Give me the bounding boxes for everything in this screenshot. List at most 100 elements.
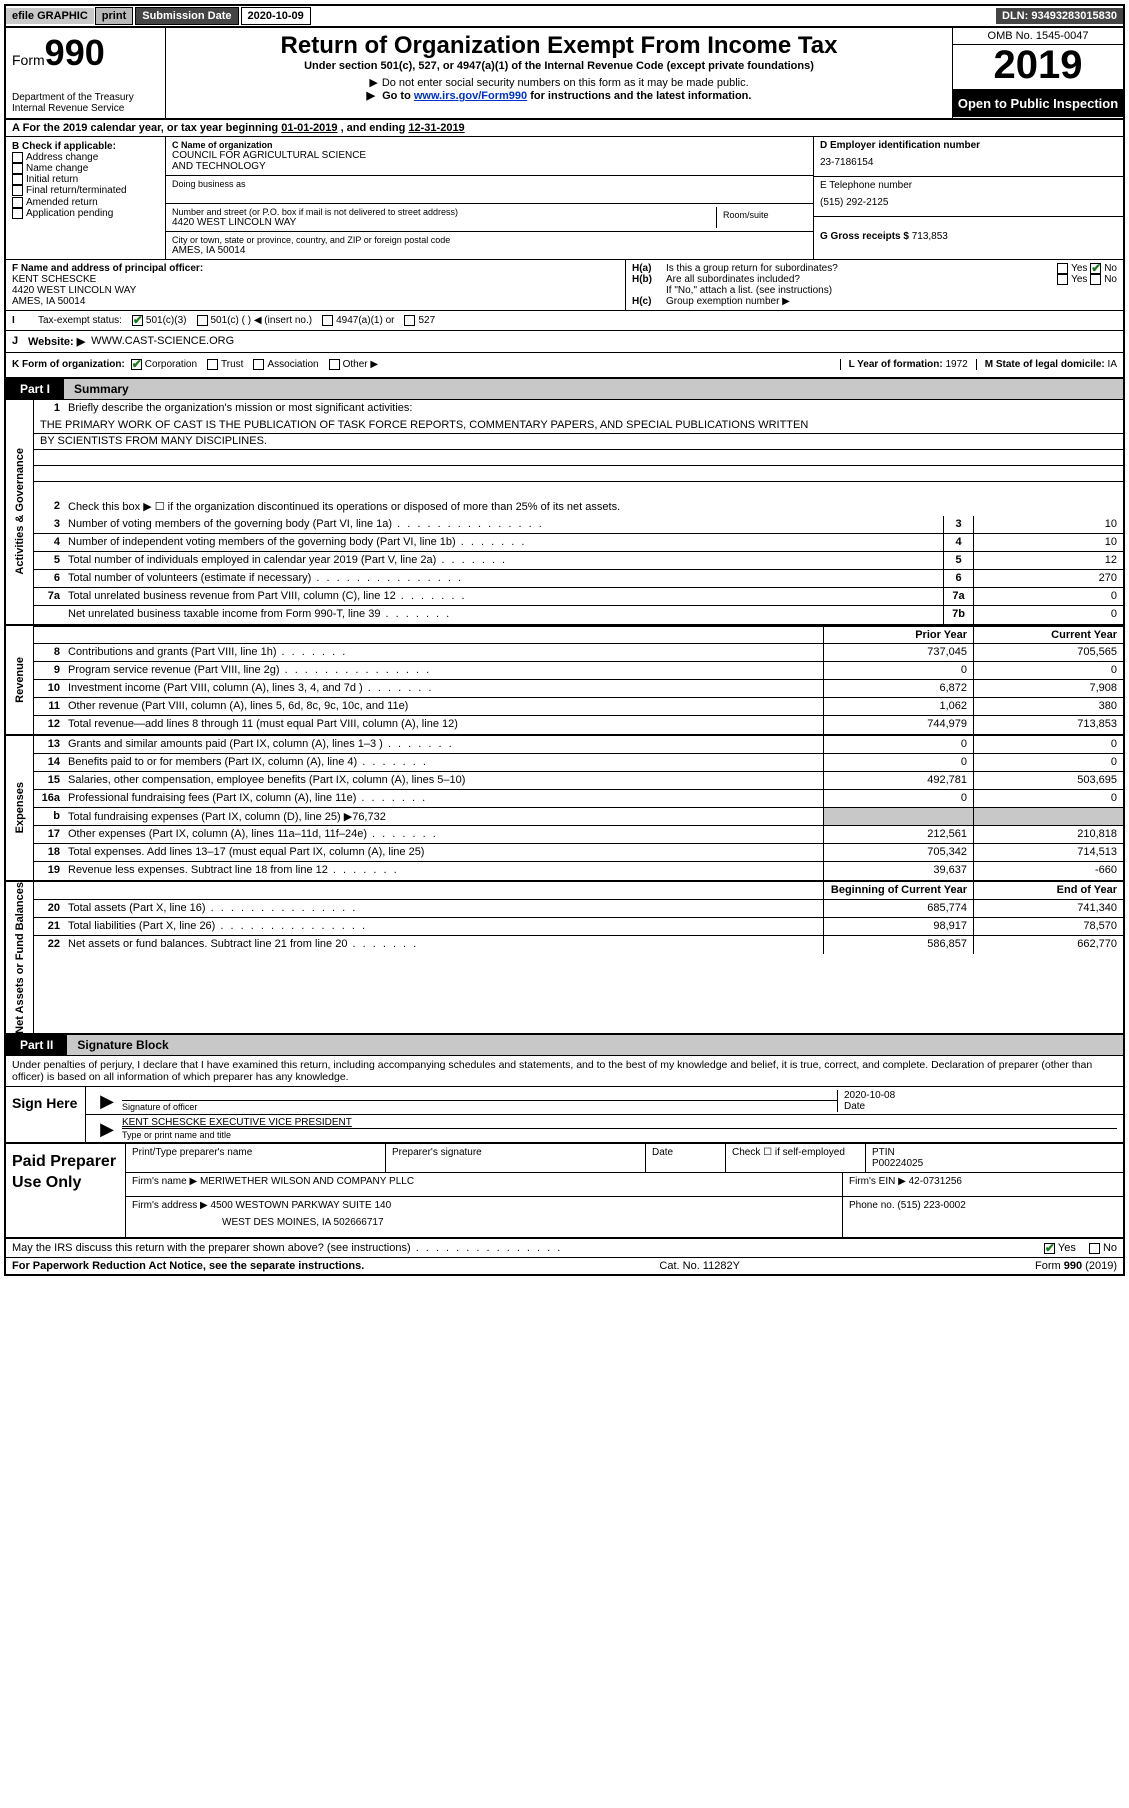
k-other[interactable]: Other ▶: [329, 359, 378, 370]
dln: DLN: 93493283015830: [996, 8, 1123, 24]
footer-mid: Cat. No. 11282Y: [659, 1260, 740, 1272]
pr1-ptin: PTIN P00224025: [866, 1144, 1123, 1172]
l-val: 1972: [945, 359, 967, 370]
r16a-num: 16a: [34, 790, 64, 807]
r2-num: 2: [34, 498, 64, 516]
ha-yes-chk[interactable]: [1057, 263, 1068, 274]
submission-date-label: Submission Date: [135, 7, 238, 25]
row-13: 13 Grants and similar amounts paid (Part…: [34, 736, 1123, 754]
r21-py: 98,917: [823, 918, 973, 935]
r2-desc: Check this box ▶ ☐ if the organization d…: [64, 498, 1123, 516]
k-opt1: Trust: [221, 360, 243, 371]
discuss-no-chk[interactable]: [1089, 1243, 1100, 1254]
c-address: Number and street (or P.O. box if mail i…: [166, 204, 813, 232]
row-8: 8 Contributions and grants (Part VIII, l…: [34, 644, 1123, 662]
r3-num: 3: [34, 516, 64, 533]
part2-title: Signature Block: [67, 1035, 1123, 1055]
chk-initial-return[interactable]: Initial return: [12, 174, 159, 185]
part1-tag: Part I: [6, 379, 64, 399]
form-number: Form990: [12, 32, 159, 74]
k-trust[interactable]: Trust: [207, 359, 243, 370]
r7a-desc: Total unrelated business revenue from Pa…: [64, 588, 943, 605]
row-5: 5 Total number of individuals employed i…: [34, 552, 1123, 570]
netassets-block: Net Assets or Fund Balances Beginning of…: [6, 882, 1123, 1036]
i-501c[interactable]: 501(c) ( ) ◀ (insert no.): [197, 315, 313, 326]
b-label: B Check if applicable:: [12, 141, 159, 152]
chk-name-change[interactable]: Name change: [12, 163, 159, 174]
i-4947[interactable]: 4947(a)(1) or: [322, 315, 394, 326]
row-11: 11 Other revenue (Part VIII, column (A),…: [34, 698, 1123, 716]
r22-py: 586,857: [823, 936, 973, 954]
vlabel-exp: Expenses: [14, 782, 26, 833]
row-16b: b Total fundraising expenses (Part IX, c…: [34, 808, 1123, 826]
dba-label: Doing business as: [172, 179, 807, 189]
chk-amended-return[interactable]: Amended return: [12, 197, 159, 208]
r20-num: 20: [34, 900, 64, 917]
ha-label: H(a): [632, 263, 666, 274]
row-18: 18 Total expenses. Add lines 13–17 (must…: [34, 844, 1123, 862]
r7b-desc: Net unrelated business taxable income fr…: [64, 606, 943, 624]
subdate-text: Submission Date: [142, 10, 231, 22]
row-12: 12 Total revenue—add lines 8 through 11 …: [34, 716, 1123, 734]
ag-content: 1 Briefly describe the organization's mi…: [34, 400, 1123, 624]
efile-label: efile GRAPHIC: [6, 8, 94, 24]
org-name-2: AND TECHNOLOGY: [172, 161, 807, 172]
i-527[interactable]: 527: [404, 315, 435, 326]
exp-content: 13 Grants and similar amounts paid (Part…: [34, 736, 1123, 880]
discuss-yes: Yes: [1058, 1242, 1076, 1254]
discuss-yes-chk[interactable]: [1044, 1243, 1055, 1254]
r13-py: 0: [823, 736, 973, 753]
r16a-desc: Professional fundraising fees (Part IX, …: [64, 790, 823, 807]
do-not-enter: Do not enter social security numbers on …: [172, 76, 946, 89]
c-dba: Doing business as: [166, 176, 813, 204]
hb-yes-chk[interactable]: [1057, 274, 1068, 285]
paid-right: Print/Type preparer's name Preparer's si…: [126, 1144, 1123, 1237]
k-corp[interactable]: Corporation: [131, 359, 197, 370]
row-15: 15 Salaries, other compensation, employe…: [34, 772, 1123, 790]
chk-address-change[interactable]: Address change: [12, 152, 159, 163]
row-10: 10 Investment income (Part VIII, column …: [34, 680, 1123, 698]
ha-no-chk[interactable]: [1090, 263, 1101, 274]
firm-label: Firm's name ▶: [132, 1176, 197, 1187]
row-6: 6 Total number of volunteers (estimate i…: [34, 570, 1123, 588]
chk-final-return[interactable]: Final return/terminated: [12, 185, 159, 196]
phone-value: (515) 292-2125: [820, 197, 1117, 208]
r14-desc: Benefits paid to or for members (Part IX…: [64, 754, 823, 771]
r15-cy: 503,695: [973, 772, 1123, 789]
discuss-yesno: Yes No: [1044, 1242, 1117, 1254]
mission-1: THE PRIMARY WORK OF CAST IS THE PUBLICAT…: [34, 418, 1123, 434]
sig-date: 2020-10-08 Date: [837, 1090, 1117, 1112]
pr1-name-label: Print/Type preparer's name: [126, 1144, 386, 1172]
goto-link[interactable]: www.irs.gov/Form990: [414, 90, 527, 102]
r10-py: 6,872: [823, 680, 973, 697]
r16a-py: 0: [823, 790, 973, 807]
row-1: 1 Briefly describe the organization's mi…: [34, 400, 1123, 418]
print-button[interactable]: print: [95, 7, 133, 25]
r8-py: 737,045: [823, 644, 973, 661]
header-right: OMB No. 1545-0047 2019 Open to Public In…: [953, 28, 1123, 118]
sig-date-val: 2020-10-08: [844, 1090, 1117, 1101]
b-item-0: Address change: [26, 152, 98, 163]
row-4: 4 Number of independent voting members o…: [34, 534, 1123, 552]
revenue-block: Revenue Prior Year Current Year 8 Contri…: [6, 626, 1123, 736]
submission-date-value: 2020-10-09: [241, 7, 311, 25]
form-num: 990: [45, 32, 105, 73]
phone-val: (515) 223-0002: [897, 1200, 965, 1211]
chk-application-pending[interactable]: Application pending: [12, 208, 159, 219]
l-label: L Year of formation:: [849, 359, 943, 370]
col-c: C Name of organization COUNCIL FOR AGRIC…: [166, 137, 813, 259]
r17-num: 17: [34, 826, 64, 843]
r7b-num: [34, 606, 64, 624]
vtab-revenue: Revenue: [6, 626, 34, 734]
hdr-prior-year: Prior Year: [823, 627, 973, 643]
r1-num: 1: [34, 400, 64, 418]
r17-py: 212,561: [823, 826, 973, 843]
r13-desc: Grants and similar amounts paid (Part IX…: [64, 736, 823, 753]
i-501c3[interactable]: 501(c)(3): [132, 315, 187, 326]
pr1-date-label: Date: [646, 1144, 726, 1172]
r17-desc: Other expenses (Part IX, column (A), lin…: [64, 826, 823, 843]
b-item-1: Name change: [26, 163, 88, 174]
room-suite: Room/suite: [717, 207, 807, 228]
k-assoc[interactable]: Association: [253, 359, 318, 370]
hb-no-chk[interactable]: [1090, 274, 1101, 285]
